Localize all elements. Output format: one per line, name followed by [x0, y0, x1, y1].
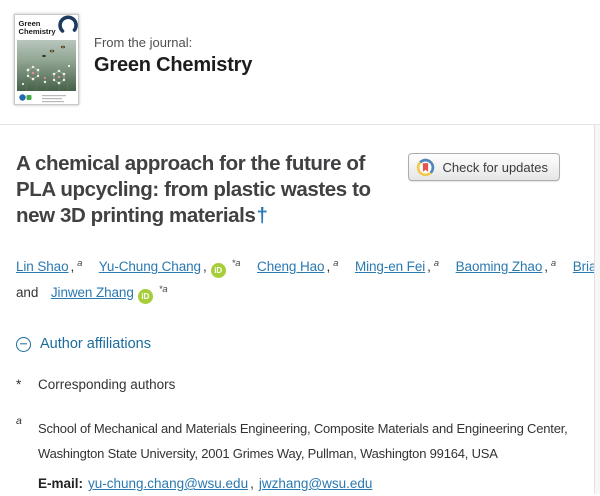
author-affiliation-superscript: a [333, 258, 339, 269]
journal-meta: From the journal: Green Chemistry [94, 14, 252, 124]
corresponding-label: Corresponding authors [38, 377, 176, 392]
author-list: Lin Shao, a Yu-Chung Chang, iD*a Cheng Hao… [16, 255, 600, 307]
author-affiliation-superscript: *a [231, 258, 241, 269]
author-affiliations-toggle[interactable]: Author affiliations [16, 336, 151, 352]
author-link[interactable]: Yu-Chung Chang [98, 259, 201, 274]
author: Lin Shao, a [16, 258, 83, 274]
author-link[interactable]: Ming-en Fei [354, 259, 426, 274]
article-title-line: new 3D printing materials† [16, 204, 268, 227]
author: Ming-en Fei, a [354, 258, 439, 274]
corresponding-authors-note: * Corresponding authors [16, 375, 600, 395]
title-row: A chemical approach for the future of PL… [16, 151, 600, 229]
author: Brian J. BlissiDa [573, 259, 600, 274]
affiliation-item: a School of Mechanical and Materials Eng… [16, 415, 600, 496]
check-for-updates-button[interactable]: Check for updates [408, 153, 560, 181]
author: Cheng Hao, a [257, 258, 339, 274]
article-title: A chemical approach for the future of PL… [16, 151, 600, 229]
cover-photo [17, 40, 76, 92]
author-affiliation-superscript: a [77, 258, 83, 269]
affiliation-body: School of Mechanical and Materials Engin… [38, 416, 600, 496]
journal-name-link[interactable]: Green Chemistry [94, 54, 253, 76]
article-title-line: A chemical approach for the future of [16, 152, 365, 175]
cover-bees [42, 45, 65, 58]
affiliation-text: Washington State University, 2001 Grimes… [38, 446, 498, 461]
author-link[interactable]: Brian J. Bliss [572, 259, 600, 274]
journal-cover-thumbnail[interactable]: Green Chemistry [14, 14, 79, 105]
article-title-line: PLA upcycling: from plastic wastes to [16, 178, 371, 201]
author-link[interactable]: Jinwen Zhang [50, 285, 134, 300]
author-affiliation-superscript: a [433, 258, 439, 269]
journal-cover-art: Green Chemistry [14, 14, 79, 105]
cover-footer-text [42, 95, 66, 103]
author-link[interactable]: Cheng Hao [257, 259, 325, 274]
from-journal-label: From the journal: [94, 35, 193, 50]
corresponding-marker: * [16, 377, 22, 392]
affiliation-text: School of Mechanical and Materials Engin… [38, 421, 568, 436]
author-list-row: Lin Shao, a Yu-Chung Chang, iD*a Cheng Hao… [16, 255, 600, 281]
email-link[interactable]: jwzhang@wsu.edu [258, 476, 373, 491]
email-line: E-mail: yu-chung.chang@wsu.edu, jwzhang@ws… [38, 471, 600, 496]
author-affiliation-superscript: *a [158, 284, 168, 295]
author-link[interactable]: Baoming Zhao [455, 259, 543, 274]
cover-title-line1: Green [19, 19, 41, 28]
author-affiliations-label: Author affiliations [40, 336, 151, 352]
rsc-logo [19, 94, 32, 101]
author-separator: , [70, 259, 75, 274]
author-separator: , [326, 259, 331, 274]
author-separator: , [202, 259, 207, 274]
dagger-footnote-link[interactable]: † [256, 204, 268, 227]
email-link[interactable]: yu-chung.chang@wsu.edu [88, 476, 249, 491]
author-list-row: and Jinwen Zhang iD *a [16, 281, 600, 307]
collapse-minus-icon [16, 336, 31, 352]
author-affiliation-superscript: a [550, 258, 557, 269]
email-label: E-mail: [38, 476, 84, 491]
orcid-icon[interactable]: iD [210, 263, 226, 278]
author-link[interactable]: Lin Shao [16, 259, 69, 274]
author-separator: , [544, 259, 548, 274]
affiliation-marker: a [16, 415, 22, 427]
cover-title-line2: Chemistry [19, 27, 57, 36]
author: Baoming Zhao, a [455, 258, 557, 274]
page-right-gutter [594, 125, 600, 494]
cover-corner-arc [58, 15, 78, 33]
crossmark-icon [417, 158, 435, 176]
author: Jinwen Zhang iD *a [50, 284, 168, 304]
check-for-updates-label: Check for updates [442, 159, 548, 175]
author: Yu-Chung Chang, iD *a [98, 258, 241, 278]
and-label: and [16, 285, 39, 300]
author-separator: , [427, 259, 431, 274]
orcid-icon[interactable]: iD [137, 289, 153, 304]
journal-header: Green Chemistry [0, 0, 600, 125]
article-header-content: A chemical approach for the future of PL… [0, 151, 600, 496]
email-separator: , [250, 476, 254, 491]
